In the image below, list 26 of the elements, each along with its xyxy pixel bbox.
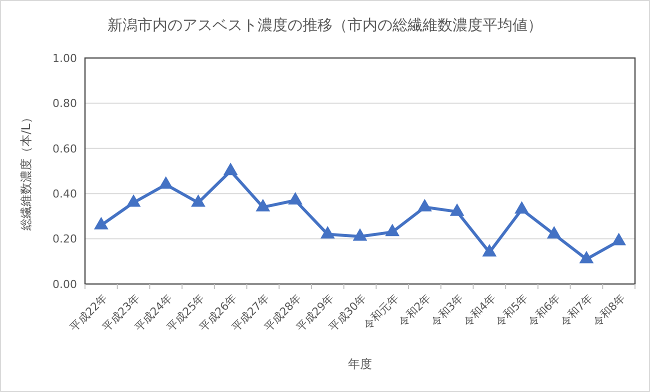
y-tick-label: 1.00 bbox=[52, 52, 77, 65]
point bbox=[191, 194, 206, 207]
point bbox=[418, 198, 432, 212]
chart-title: 新潟市内のアスベスト濃度の推移（市内の総繊維数濃度平均値） bbox=[108, 16, 542, 34]
point bbox=[482, 244, 497, 257]
point bbox=[126, 194, 141, 207]
point bbox=[158, 176, 174, 189]
point bbox=[223, 162, 238, 176]
point bbox=[385, 224, 400, 236]
point bbox=[450, 203, 464, 216]
point bbox=[256, 198, 270, 212]
point bbox=[94, 216, 108, 230]
point bbox=[514, 201, 529, 214]
y-tick-label: 0.00 bbox=[52, 278, 77, 291]
point bbox=[352, 228, 368, 241]
point bbox=[612, 232, 626, 246]
point bbox=[546, 226, 562, 238]
point bbox=[320, 226, 335, 238]
x-axis-title: 年度 bbox=[348, 357, 372, 371]
y-tick-label: 0.20 bbox=[52, 232, 77, 246]
y-axis-title: 総繊維数濃度（本/L） bbox=[19, 112, 33, 232]
y-tick-label: 0.80 bbox=[52, 97, 77, 110]
point bbox=[579, 250, 594, 264]
y-tick-label: 0.40 bbox=[52, 187, 77, 200]
point bbox=[288, 192, 302, 205]
y-tick-label: 0.60 bbox=[52, 142, 77, 156]
